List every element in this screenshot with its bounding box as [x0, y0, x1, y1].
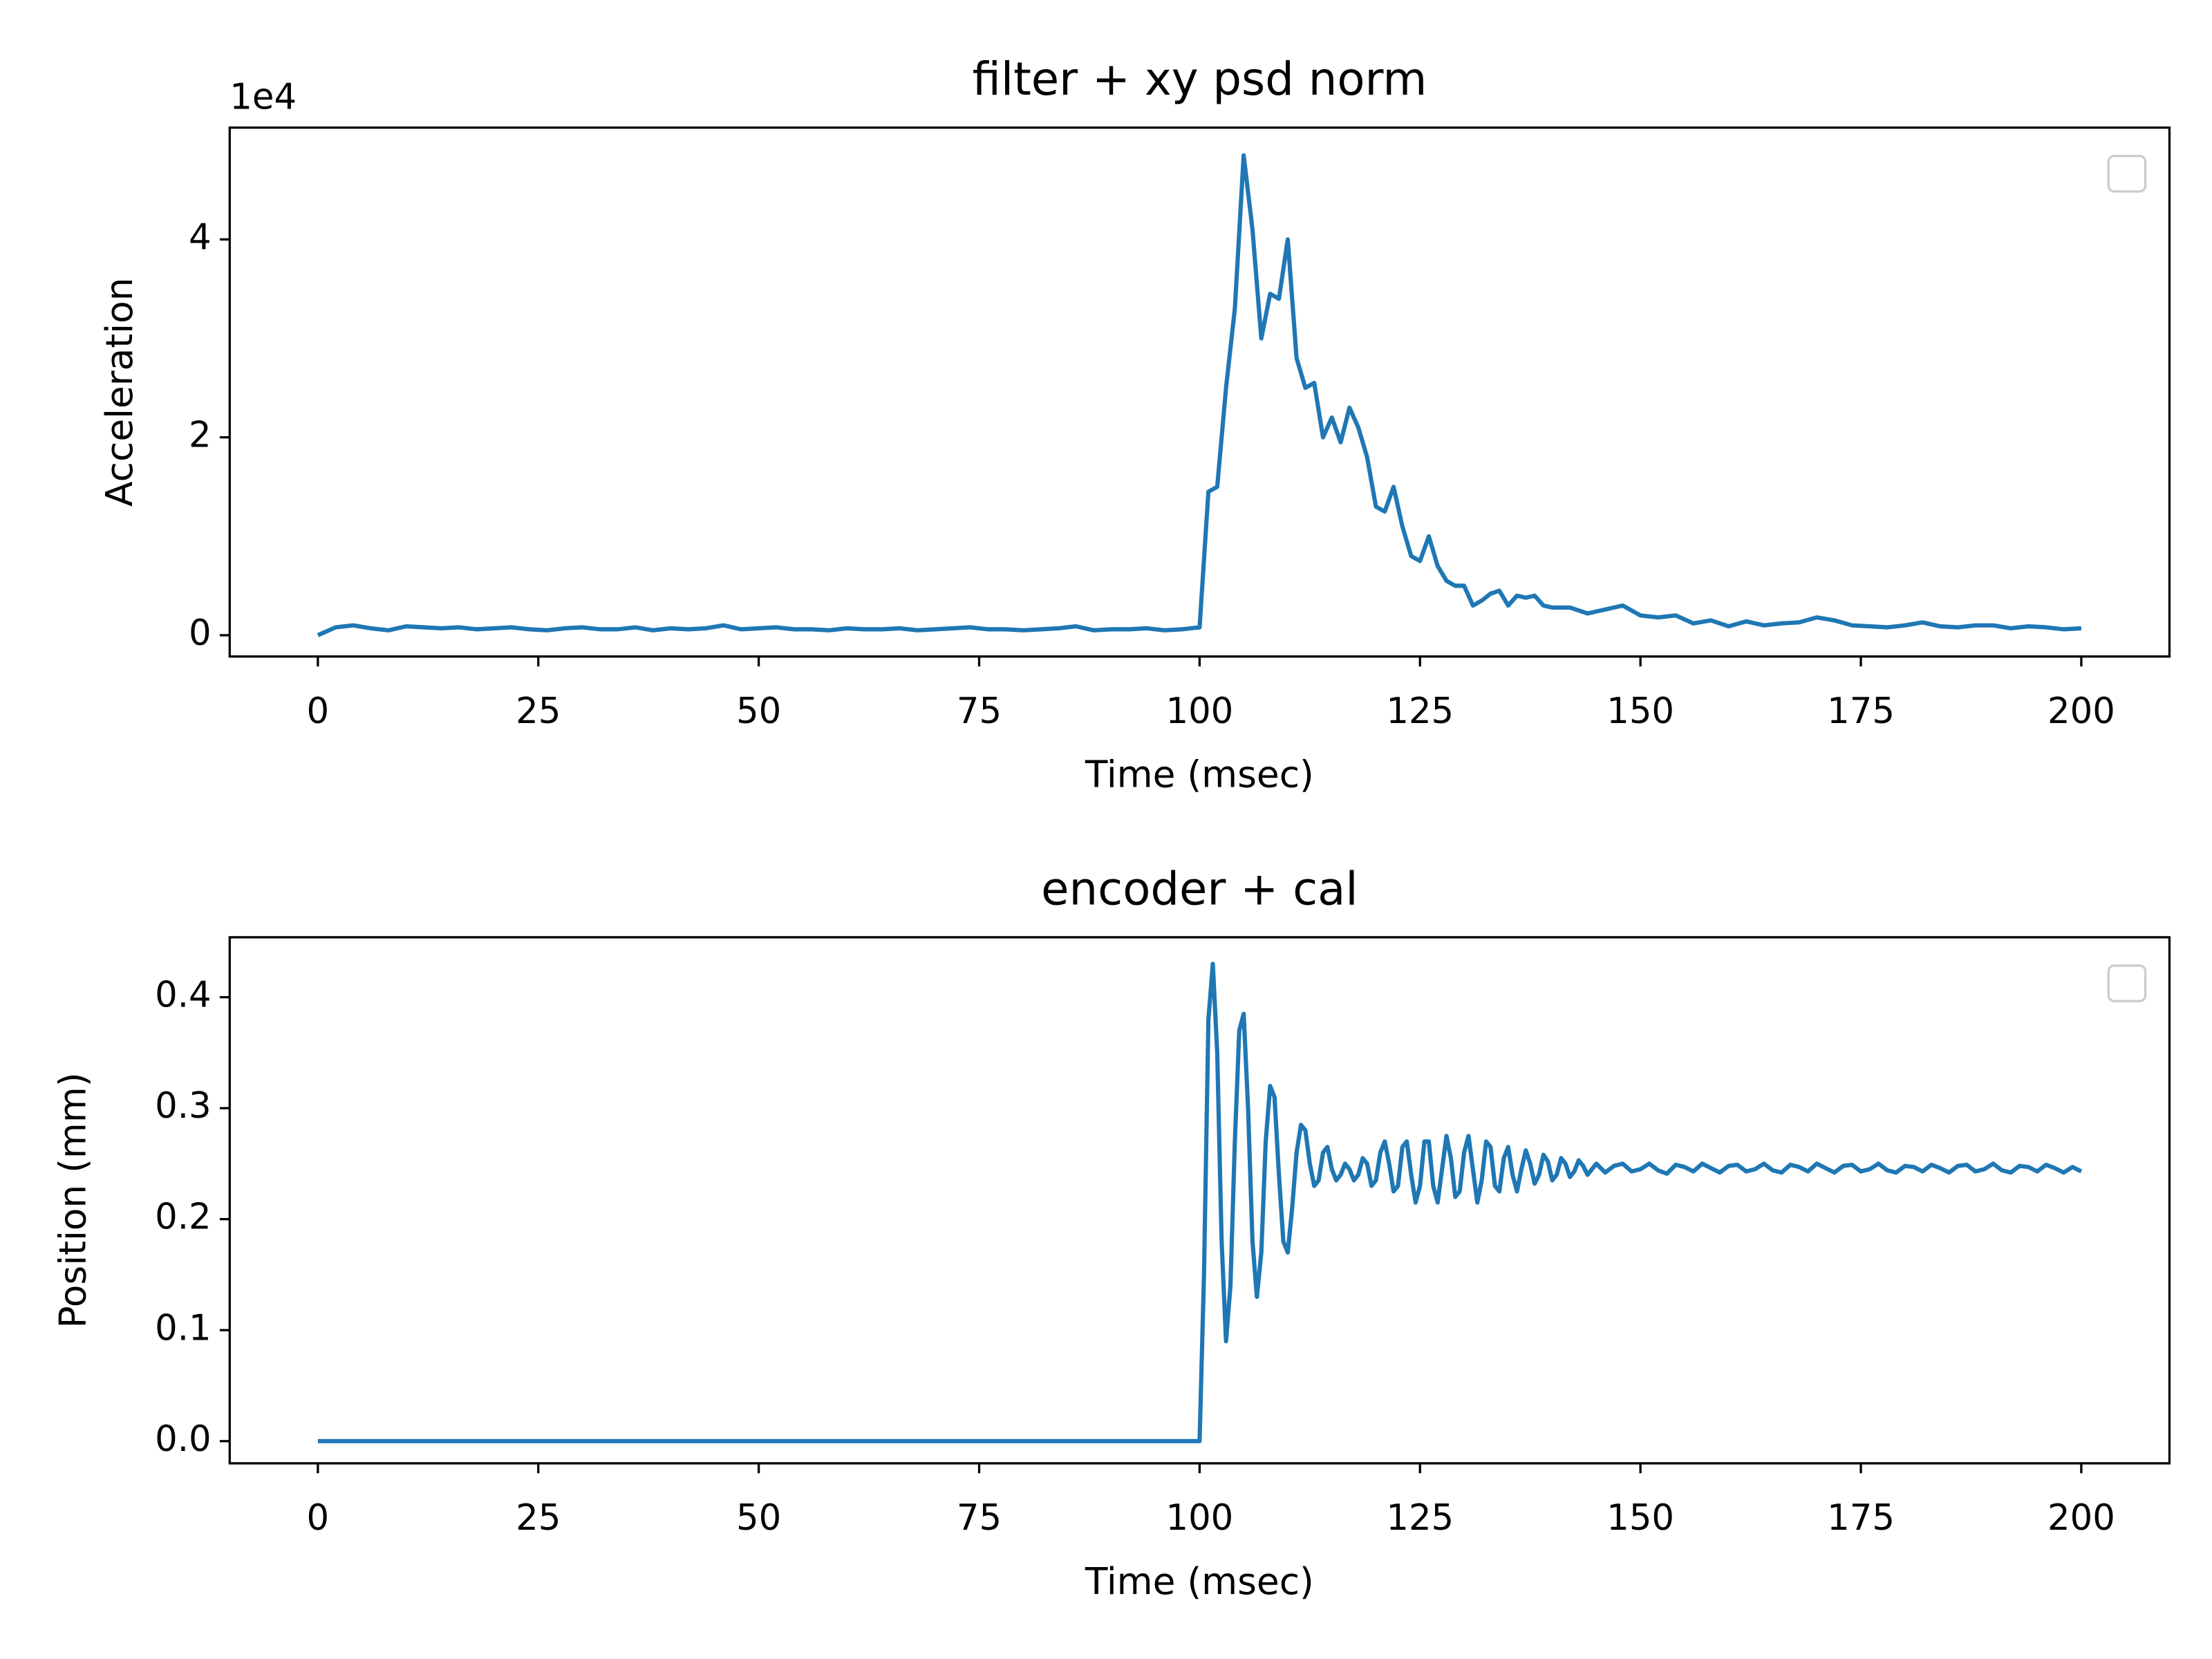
x-tick-label: 75 [957, 1497, 1002, 1539]
x-tick-label: 50 [736, 691, 781, 732]
data-line [317, 962, 2083, 1443]
x-tick-label: 0 [307, 1497, 330, 1539]
y-tick-label: 4 [189, 216, 212, 258]
x-tick-label: 150 [1606, 1497, 1674, 1539]
x-axis-label: Time (msec) [1085, 753, 1314, 796]
y-tick-label: 0.4 [155, 975, 212, 1016]
x-tick-label: 200 [2047, 1497, 2115, 1539]
y-tick-label: 0 [189, 612, 212, 654]
x-tick-label: 100 [1165, 691, 1233, 732]
x-tick-label: 50 [736, 1497, 781, 1539]
x-tick-label: 200 [2047, 691, 2115, 732]
chart-title: filter + xy psd norm [973, 53, 1427, 106]
y-tick-label: 0.3 [155, 1085, 212, 1127]
y-tick-label: 0.2 [155, 1197, 212, 1238]
x-tick-label: 100 [1165, 1497, 1233, 1539]
x-axis-label: Time (msec) [1085, 1559, 1314, 1603]
legend-box [2107, 155, 2147, 193]
x-tick-label: 125 [1386, 1497, 1454, 1539]
x-tick-label: 25 [516, 1497, 561, 1539]
x-tick-label: 125 [1386, 691, 1454, 732]
x-tick-label: 150 [1606, 691, 1674, 732]
y-tick-label: 0.0 [155, 1418, 212, 1460]
legend-box [2107, 964, 2147, 1002]
x-tick-label: 25 [516, 691, 561, 732]
axes-frame [228, 126, 2171, 658]
x-tick-label: 175 [1827, 1497, 1895, 1539]
y-axis-label: Position (mm) [50, 1072, 94, 1328]
x-tick-label: 0 [307, 691, 330, 732]
y-tick-label: 0.1 [155, 1307, 212, 1349]
y-axis-label: Acceleration [97, 277, 141, 506]
data-line [317, 153, 2082, 637]
chart-title: encoder + cal [1041, 863, 1358, 915]
y-tick-label: 2 [189, 415, 212, 456]
y-offset-text: 1e4 [229, 77, 297, 118]
axes-frame [228, 936, 2171, 1465]
x-tick-label: 175 [1827, 691, 1895, 732]
x-tick-label: 75 [957, 691, 1002, 732]
